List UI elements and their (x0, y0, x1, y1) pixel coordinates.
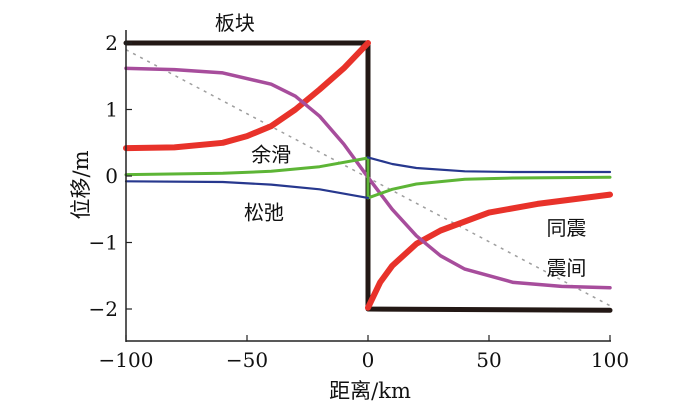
y-tick-label: 1 (105, 98, 118, 122)
y-tick-label: −1 (89, 231, 118, 255)
annotation-label: 同震 (546, 216, 586, 240)
tick-layer: −100 −50 0 50 100 2 1 0 −1 −2 (89, 31, 630, 372)
y-axis-label: 位移/m (69, 150, 93, 219)
series-layer (123, 40, 613, 313)
series-line-5-0 (124, 180, 370, 199)
x-tick-label: −50 (226, 348, 268, 372)
series-line-2-1 (365, 191, 613, 311)
x-tick-label: 100 (591, 348, 629, 372)
x-tick-label: 50 (476, 348, 501, 372)
x-tick-label: 0 (362, 348, 375, 372)
annotation-label: 余滑 (251, 143, 291, 167)
x-tick-label: −100 (99, 348, 154, 372)
series-line-5-1 (366, 156, 612, 174)
y-tick-label: 2 (105, 31, 118, 55)
annotation-label: 震间 (546, 256, 586, 280)
y-tick-label: −2 (89, 297, 118, 321)
series-line-2-0 (123, 40, 371, 152)
series-line-4-0 (124, 156, 612, 200)
x-axis-label: 距离/km (329, 379, 411, 403)
annotation-label: 松弛 (244, 201, 284, 225)
annotation-label: 板块 (215, 11, 255, 35)
y-tick-label: 0 (105, 164, 118, 188)
